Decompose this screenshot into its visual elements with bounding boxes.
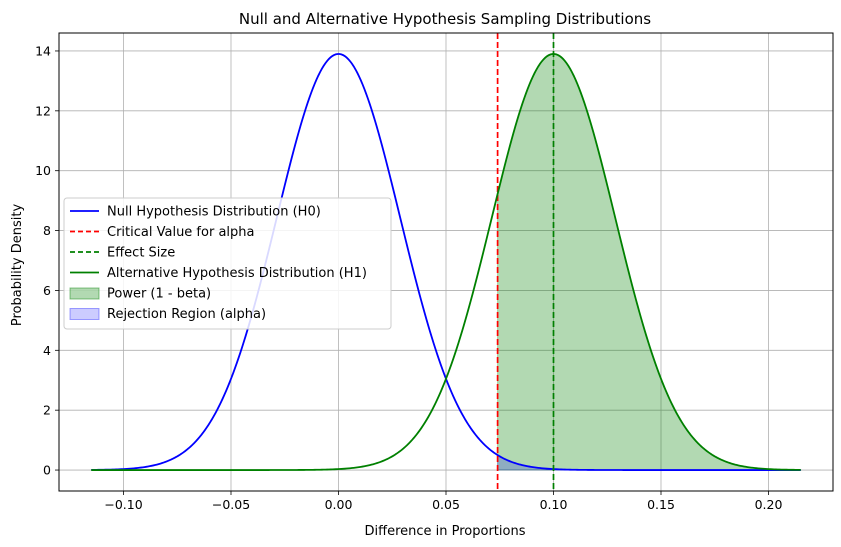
y-ticks: 0 2 4 6 8 10 12 14 bbox=[35, 43, 59, 478]
y-tick-label: 14 bbox=[35, 43, 51, 58]
y-tick-label: 4 bbox=[43, 343, 51, 358]
legend-swatch bbox=[69, 287, 100, 300]
x-tick-label: 0.20 bbox=[755, 497, 783, 512]
x-ticks: −0.10 −0.05 0.00 0.05 0.10 0.15 0.20 bbox=[104, 491, 782, 512]
y-tick-label: 10 bbox=[35, 163, 51, 178]
legend-swatch bbox=[69, 308, 100, 320]
legend-label: Rejection Region (alpha) bbox=[107, 307, 266, 322]
y-axis-label: Probability Density bbox=[10, 204, 25, 327]
series-lines bbox=[91, 33, 801, 491]
x-tick-label: −0.05 bbox=[212, 497, 250, 512]
y-tick-label: 2 bbox=[43, 403, 51, 418]
y-tick-label: 8 bbox=[43, 223, 51, 238]
y-tick-label: 12 bbox=[35, 103, 51, 118]
x-tick-label: −0.10 bbox=[104, 497, 142, 512]
y-tick-label: 6 bbox=[43, 283, 51, 298]
x-tick-label: 0.10 bbox=[540, 497, 568, 512]
legend-label: Alternative Hypothesis Distribution (H1) bbox=[107, 266, 367, 281]
y-tick-label: 0 bbox=[43, 463, 51, 478]
x-tick-label: 0.00 bbox=[325, 497, 353, 512]
legend-label: Null Hypothesis Distribution (H0) bbox=[107, 205, 321, 220]
legend-box bbox=[63, 197, 392, 330]
x-tick-label: 0.15 bbox=[647, 497, 675, 512]
x-axis-label: Difference in Proportions bbox=[365, 524, 526, 539]
legend-label: Effect Size bbox=[107, 246, 175, 261]
legend-label: Power (1 - beta) bbox=[107, 287, 211, 302]
legend: Null Hypothesis Distribution (H0) Critica… bbox=[63, 197, 392, 330]
chart-title: Null and Alternative Hypothesis Sampling… bbox=[239, 10, 651, 28]
x-tick-label: 0.05 bbox=[432, 497, 460, 512]
alternative-distribution-line bbox=[91, 53, 801, 471]
legend-label: Critical Value for alpha bbox=[107, 225, 254, 240]
